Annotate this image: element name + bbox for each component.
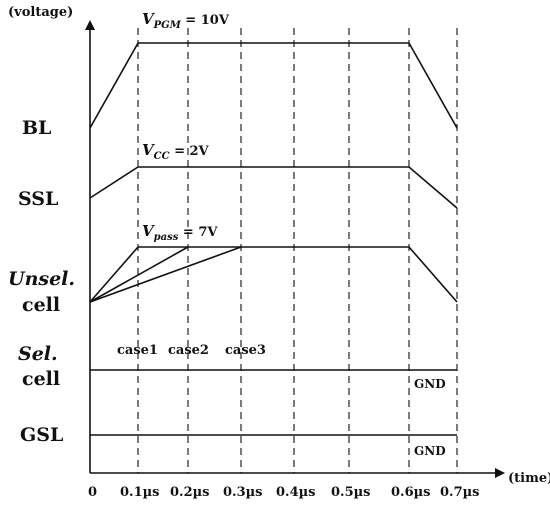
gsl-label: GSL xyxy=(20,424,63,446)
ssl-label: SSL xyxy=(18,188,58,210)
x-axis-label: (time) xyxy=(508,471,550,486)
unsel-ramp-case3 xyxy=(89,246,242,303)
unsel-label-line1: Unsel. xyxy=(8,268,75,290)
tick-label: 0.2µs xyxy=(170,485,209,500)
case-labels: case1 case2 case3 xyxy=(117,343,266,358)
time-gridlines xyxy=(137,28,458,473)
sel-gnd-label: GND xyxy=(414,377,446,391)
case3-label: case3 xyxy=(225,343,266,358)
sel-label-line1: Sel. xyxy=(18,343,58,365)
time-tick-labels: 0 0.1µs 0.2µs 0.3µs 0.4µs 0.5µs 0.6µs 0.… xyxy=(88,485,479,500)
bl-level-label: VPGM = 10V xyxy=(142,10,230,31)
bl-waveform xyxy=(89,42,458,129)
tick-label: 0.4µs xyxy=(276,485,315,500)
tick-label: 0.5µs xyxy=(331,485,370,500)
unsel-ramp-case2 xyxy=(89,246,189,303)
unsel-label-line2: cell xyxy=(22,294,60,316)
ssl-waveform xyxy=(89,166,458,209)
case1-label: case1 xyxy=(117,343,158,358)
tick-label: 0.3µs xyxy=(223,485,262,500)
gsl-gnd-label: GND xyxy=(414,444,446,458)
unsel-level-label: Vpass = 7V xyxy=(142,222,218,243)
ssl-level-label: VCC = 2V xyxy=(142,141,210,162)
tick-label: 0.6µs xyxy=(391,485,430,500)
sel-label-line2: cell xyxy=(22,368,60,390)
tick-label: 0.1µs xyxy=(120,485,159,500)
tick-label: 0 xyxy=(88,485,97,500)
tick-label: 0.7µs xyxy=(440,485,479,500)
y-axis-label: (voltage) xyxy=(8,5,73,20)
case2-label: case2 xyxy=(168,343,209,358)
unsel-ramp-case1 xyxy=(89,246,139,303)
unsel-waveform xyxy=(89,246,458,303)
unsel-plateau xyxy=(138,246,458,303)
bl-label: BL xyxy=(22,117,51,139)
